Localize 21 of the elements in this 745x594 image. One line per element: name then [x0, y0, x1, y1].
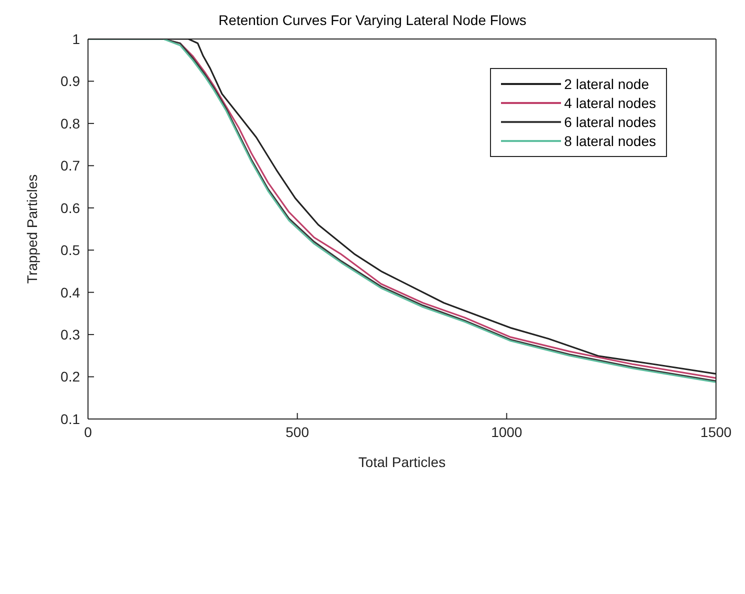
y-tick-label: 1: [72, 30, 80, 47]
y-tick-label: 0.2: [60, 368, 80, 385]
y-tick-label: 0.9: [60, 73, 80, 90]
y-tick-label: 0.4: [60, 284, 80, 300]
y-tick-label: 0.5: [60, 242, 80, 258]
y-tick-label: 0.6: [60, 200, 80, 216]
x-tick-label: 0: [84, 424, 92, 440]
legend-label: 8 lateral nodes: [564, 133, 656, 149]
y-tick-label: 0.7: [60, 158, 80, 174]
x-tick-label: 500: [286, 424, 310, 440]
legend-label: 2 lateral node: [564, 76, 649, 92]
legend-label: 6 lateral nodes: [564, 114, 656, 130]
chart-title: Retention Curves For Varying Lateral Node Flows: [218, 12, 528, 28]
y-axis-title: Trapped Particles: [24, 174, 40, 284]
y-tick-label: 0.8: [60, 115, 80, 132]
x-tick-label: 1500: [700, 424, 732, 440]
x-axis-title: Total Particles: [358, 454, 446, 470]
legend-label: 4 lateral nodes: [564, 95, 656, 111]
y-tick-label: 0.1: [60, 410, 80, 427]
y-tick-label: 0.3: [60, 326, 80, 343]
x-tick-label: 1000: [491, 424, 522, 440]
